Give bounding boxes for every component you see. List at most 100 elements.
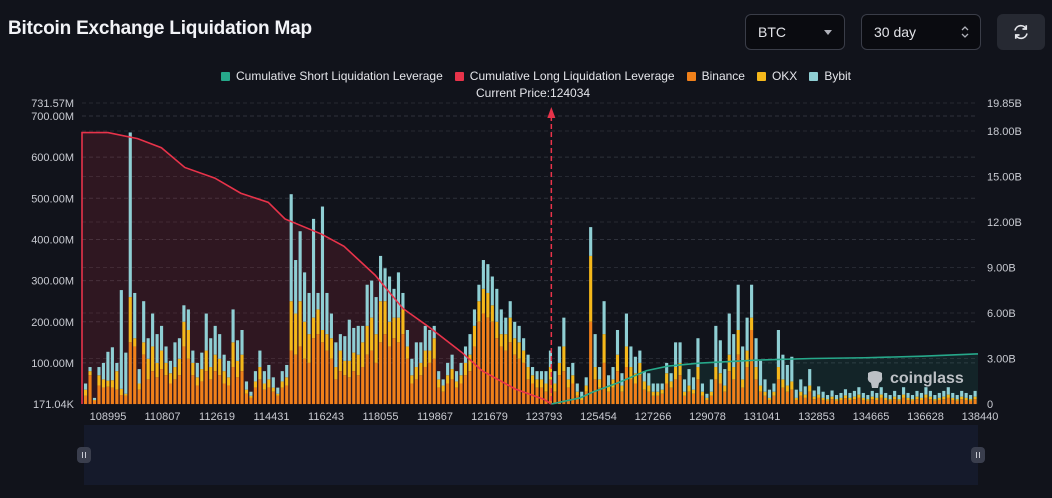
range-select[interactable]: 30 day <box>861 14 981 50</box>
bar-okx <box>115 371 119 390</box>
bar-okx <box>875 397 879 400</box>
bar-okx <box>200 369 204 382</box>
bar-bybit <box>347 319 351 361</box>
bar-okx <box>674 367 678 380</box>
bar-okx <box>110 380 114 388</box>
bar-bybit <box>133 292 137 339</box>
bar-binance <box>477 321 481 405</box>
bar-binance <box>159 369 164 405</box>
bar-bybit <box>428 329 432 351</box>
bar-okx <box>589 255 593 322</box>
bar-bybit <box>423 325 427 351</box>
legend-item-okx[interactable]: OKX <box>756 69 797 83</box>
bar-binance <box>110 387 114 405</box>
bar-bybit <box>736 284 740 330</box>
bar-okx <box>732 367 736 380</box>
bar-bybit <box>642 371 646 382</box>
bar-bybit <box>924 387 928 395</box>
bar-binance <box>754 379 758 405</box>
bar-bybit <box>387 276 392 322</box>
y-left-tick-label: 100.00M <box>31 358 74 370</box>
bar-okx <box>615 354 620 372</box>
legend-item-bybit[interactable]: Bybit <box>809 69 851 83</box>
bar-okx <box>459 375 463 384</box>
legend-swatch <box>686 71 696 81</box>
bar-okx <box>843 395 848 399</box>
zoom-slider-right-handle[interactable] <box>971 447 985 463</box>
bar-binance <box>848 399 852 405</box>
bar-okx <box>262 383 266 390</box>
x-tick-label: 129078 <box>689 411 726 423</box>
legend-swatch <box>454 71 464 81</box>
bar-binance <box>834 400 839 405</box>
bar-bybit <box>615 329 620 355</box>
bar-bybit <box>159 325 164 351</box>
bar-bybit <box>352 327 356 353</box>
bar-bybit <box>544 371 548 384</box>
bar-okx <box>638 362 642 376</box>
bar-okx <box>84 389 88 396</box>
bar-binance <box>155 377 159 405</box>
bar-bybit <box>84 383 88 390</box>
bar-binance <box>235 377 240 405</box>
bar-okx <box>289 301 293 351</box>
bar-bybit <box>222 354 226 372</box>
bar-okx <box>969 399 973 401</box>
zoom-slider-left-handle[interactable] <box>77 447 91 463</box>
bar-binance <box>714 379 718 405</box>
legend-item-long[interactable]: Cumulative Long Liquidation Leverage <box>454 69 675 83</box>
legend-item-binance[interactable]: Binance <box>686 69 745 83</box>
bar-bybit <box>826 395 830 400</box>
bar-binance <box>647 391 651 405</box>
bar-binance <box>231 367 235 405</box>
y-right-tick-label: 19.85B <box>987 98 1022 110</box>
bar-okx <box>964 397 968 400</box>
bar-bybit <box>298 231 302 302</box>
bar-bybit <box>486 264 490 293</box>
x-tick-label: 114431 <box>254 411 290 423</box>
bar-okx <box>884 397 888 400</box>
bar-binance <box>101 387 106 405</box>
legend-label: Cumulative Long Liquidation Leverage <box>469 69 675 83</box>
bar-bybit <box>343 336 347 361</box>
bar-okx <box>848 397 852 400</box>
coin-select[interactable]: BTC <box>745 14 845 50</box>
bar-binance <box>553 391 557 405</box>
bar-okx <box>504 334 508 351</box>
bar-okx <box>951 397 955 400</box>
bar-bybit <box>964 392 968 398</box>
bar-bybit <box>168 360 173 374</box>
zoom-slider-track[interactable] <box>84 425 978 485</box>
bar-binance <box>924 397 928 405</box>
bar-bybit <box>973 390 977 397</box>
bar-okx <box>669 381 673 388</box>
bar-okx <box>428 350 432 363</box>
bar-binance <box>700 395 704 405</box>
bar-bybit <box>329 313 333 339</box>
bar-binance <box>803 397 807 405</box>
bar-binance <box>379 342 383 405</box>
bar-bybit <box>763 379 767 392</box>
bar-bybit <box>513 321 517 339</box>
bar-okx <box>334 367 338 380</box>
refresh-button[interactable] <box>997 14 1045 50</box>
x-tick-label: 112619 <box>199 411 235 423</box>
bar-okx <box>182 321 186 347</box>
bar-binance <box>656 395 660 405</box>
bar-okx <box>531 375 535 384</box>
bar-okx <box>106 380 110 387</box>
bar-bybit <box>262 371 266 384</box>
bar-bybit <box>812 390 816 397</box>
bar-bybit <box>687 369 691 386</box>
bar-bybit <box>674 342 678 368</box>
x-tick-label: 132853 <box>798 411 835 423</box>
bar-okx <box>754 367 758 380</box>
bar-binance <box>186 358 190 405</box>
bar-okx <box>432 338 436 359</box>
y-right-tick-label: 3.00B <box>987 354 1016 366</box>
bar-bybit <box>651 383 655 392</box>
bar-bybit <box>843 389 848 396</box>
legend-item-short[interactable]: Cumulative Short Liquidation Leverage <box>220 69 443 83</box>
bar-bybit <box>566 367 570 380</box>
bar-bybit <box>106 351 110 381</box>
